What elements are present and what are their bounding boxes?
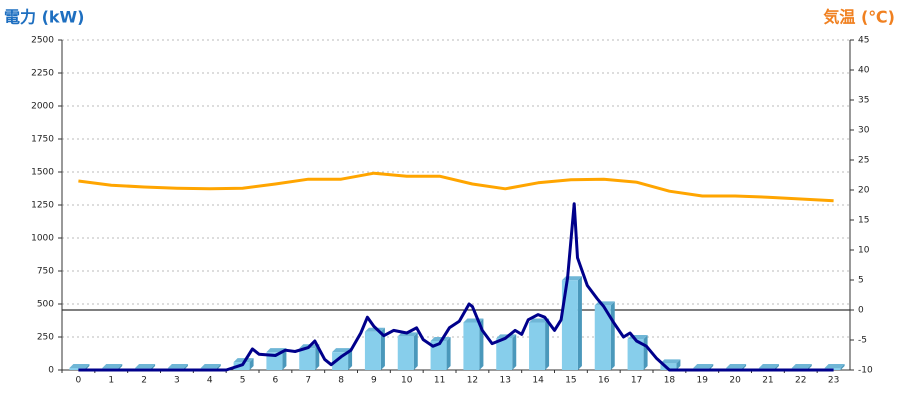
bar-top (693, 364, 714, 369)
temperature-line (78, 171, 834, 203)
x-tick-label: 23 (828, 376, 839, 386)
x-tick-label: 22 (795, 376, 806, 386)
bar (561, 280, 578, 370)
bar-top (135, 364, 156, 369)
bar-side (643, 334, 648, 370)
bar (529, 322, 546, 370)
y2-tick-label: 20 (858, 186, 870, 196)
y-axis-title: 電力 (kW) (4, 8, 85, 27)
y2-tick-label: 0 (858, 306, 864, 316)
bar-top (430, 336, 451, 341)
bar-top (660, 359, 681, 364)
x-tick-label: 8 (338, 376, 344, 386)
bar-top (758, 364, 779, 369)
bar-side (676, 359, 681, 370)
bar-side (577, 276, 582, 370)
bar (627, 338, 644, 370)
bar-side (282, 348, 287, 370)
y2-tick-label: 25 (858, 156, 869, 166)
bar (69, 368, 86, 370)
bar (397, 336, 414, 370)
bar-top (233, 358, 254, 363)
x-tick-label: 2 (141, 376, 147, 386)
y-tick-label: 2250 (31, 69, 54, 79)
bar-side (413, 332, 418, 370)
x-tick-label: 19 (697, 376, 709, 386)
x-tick-label: 14 (532, 376, 544, 386)
bar (266, 352, 283, 370)
bar-top (167, 364, 188, 369)
bar-side (545, 318, 550, 370)
bar (594, 305, 611, 370)
bar-side (840, 364, 845, 370)
x-tick-label: 4 (207, 376, 213, 386)
y-tick-label: 1250 (31, 201, 54, 211)
bar-top (69, 364, 90, 369)
y-tick-label: 1500 (31, 168, 54, 178)
bar (430, 340, 447, 370)
bar-side (512, 334, 517, 370)
x-tick-label: 12 (467, 376, 478, 386)
y2-tick-label: 35 (858, 96, 869, 106)
bar-top (529, 318, 550, 323)
y2-tick-label: 15 (858, 216, 869, 226)
bar-side (348, 348, 353, 370)
bar (299, 348, 316, 370)
x-tick-label: 7 (305, 376, 311, 386)
x-tick-label: 16 (598, 376, 610, 386)
x-tick-label: 9 (371, 376, 377, 386)
bar-side (446, 336, 451, 370)
x-tick-label: 6 (273, 376, 279, 386)
x-tick-label: 0 (76, 376, 82, 386)
y2-tick-label: 40 (858, 66, 870, 76)
y2-tick-label: 30 (858, 126, 870, 136)
y-tick-label: 750 (37, 267, 54, 277)
x-tick-label: 20 (729, 376, 741, 386)
x-tick-label: 10 (401, 376, 413, 386)
bar (496, 338, 513, 370)
x-tick-label: 21 (762, 376, 773, 386)
y-tick-label: 1000 (31, 234, 54, 244)
bar-top (791, 364, 812, 369)
y2-tick-label: 10 (858, 246, 870, 256)
x-tick-label: 15 (565, 376, 576, 386)
bar-top (102, 364, 123, 369)
bar-top (824, 364, 845, 369)
x-tick-label: 5 (240, 376, 246, 386)
bar-top (726, 364, 747, 369)
y2-tick-label: 45 (858, 36, 869, 46)
y2-axis-title: 気温 (℃) (823, 8, 895, 27)
y2-tick-label: -5 (858, 336, 867, 346)
bar-side (249, 358, 254, 370)
x-tick-label: 13 (500, 376, 511, 386)
y-tick-label: 2000 (31, 102, 54, 112)
bar (463, 322, 480, 370)
bar (660, 363, 677, 370)
y-tick-label: 500 (37, 300, 54, 310)
y-tick-label: 2500 (31, 36, 54, 46)
x-tick-label: 1 (108, 376, 114, 386)
bar-side (610, 301, 615, 370)
x-tick-label: 3 (174, 376, 180, 386)
x-tick-label: 17 (631, 376, 642, 386)
bar (332, 352, 349, 370)
y-tick-label: 0 (48, 366, 54, 376)
bar-top (200, 364, 221, 369)
x-tick-label: 11 (434, 376, 445, 386)
bar (364, 331, 381, 370)
bar-side (315, 344, 320, 370)
y-tick-label: 1750 (31, 135, 54, 145)
x-tick-label: 18 (664, 376, 676, 386)
y2-tick-label: 5 (858, 276, 864, 286)
y2-tick-label: -10 (858, 366, 873, 376)
y-tick-label: 250 (37, 333, 54, 343)
power-line (78, 202, 834, 372)
bar-side (380, 327, 385, 370)
